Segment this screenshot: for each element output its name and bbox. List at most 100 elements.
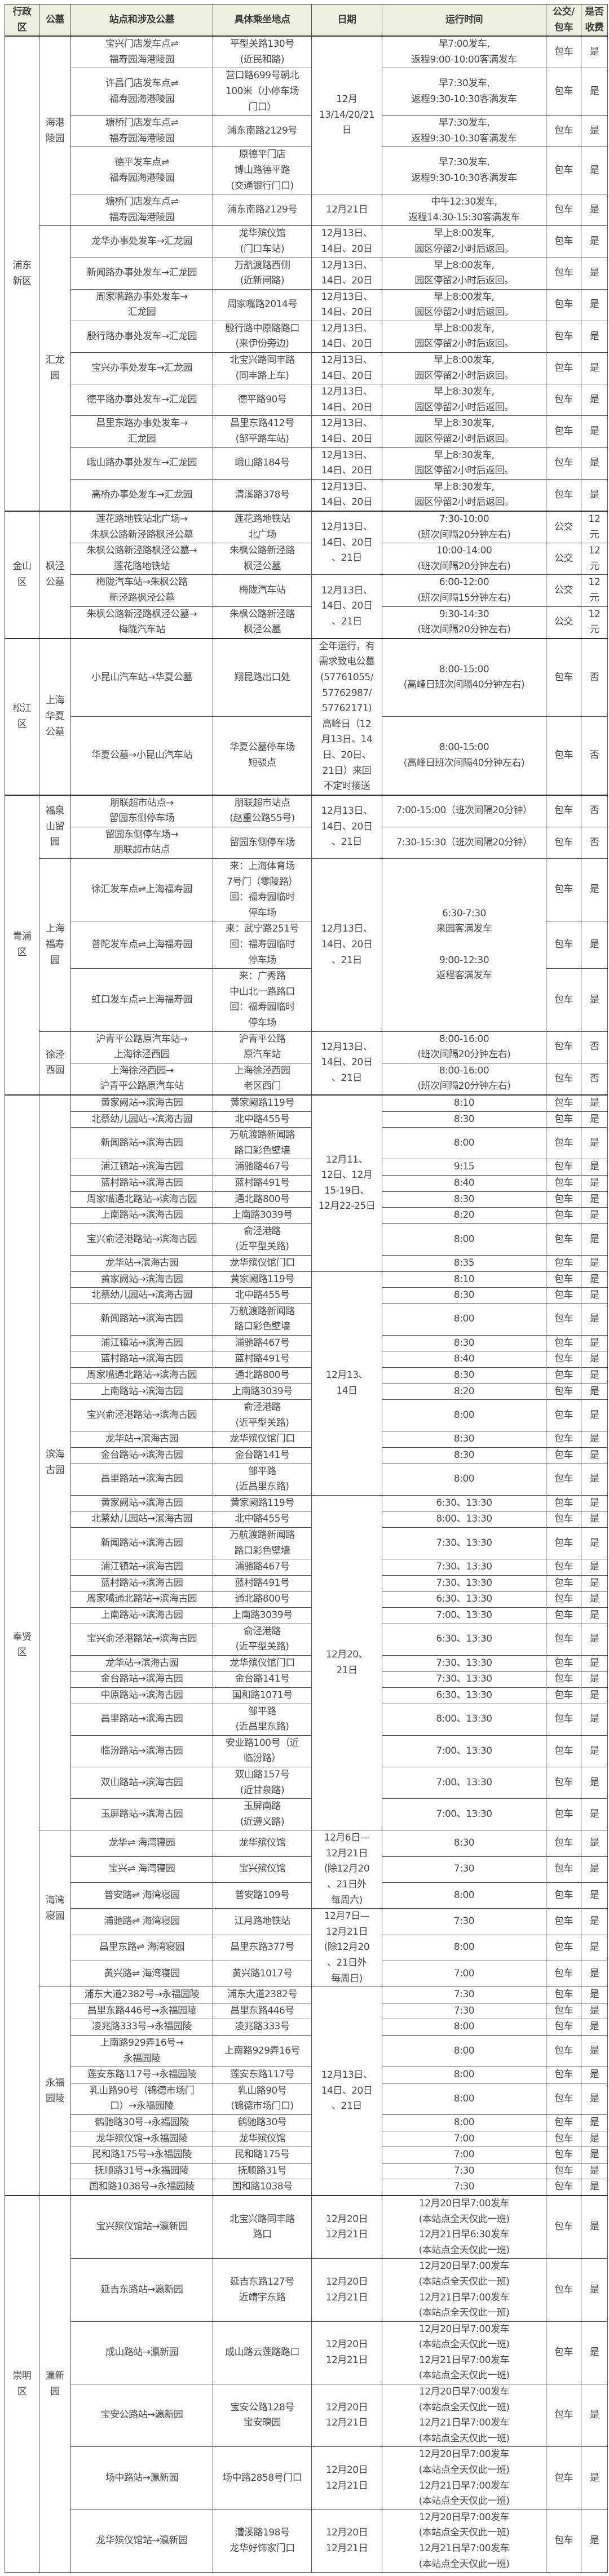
boarding-location-cell: 原德平门店 博山路德平路 (交通银行门口) <box>213 147 312 195</box>
route-cell: 上南路站→滨海古园 <box>70 1383 213 1400</box>
bus-type-cell: 包车 <box>546 1527 581 1560</box>
boarding-location-cell: 昌里东路446号 <box>213 2002 312 2020</box>
run-time-cell: 8:00 <box>382 1303 546 1336</box>
table-row: 塘桥门店发车点⇌ 福寿园海港陵园 浦东南路2129号 12月21日 中午12:30发车… <box>5 194 608 227</box>
bus-type-cell: 包车 <box>546 1559 581 1576</box>
bus-type-cell: 包车 <box>546 2147 581 2163</box>
table-row: 德平发车点⇌ 福寿园海港陵园 原德平门店 博山路德平路 (交通银行门口) 早7:30… <box>5 147 608 195</box>
table-row: 徐泾 西园 沪青平公路原汽车站→ 上海徐泾西园 沪青平公路 原汽车站 12月13日、 … <box>5 1031 608 1096</box>
route-cell: 普安路⇌ 海湾寝园 <box>70 1882 213 1909</box>
fee-cell: 是 <box>581 1671 608 1688</box>
table-row: 昌里路站→滨海古园 邹平路 (近昌里东路) 8:00 包车是 <box>5 1463 608 1496</box>
route-cell: 昌里路站→滨海古园 <box>70 1463 213 1496</box>
bus-type-cell: 包车 <box>546 36 581 69</box>
table-row: 周家嘴通北路站→滨海古园 通北路800号 8:30 包车是 <box>5 1367 608 1384</box>
boarding-location-cell: 清溪路378号 <box>213 478 312 512</box>
route-cell: 民和路175号→永福园陵 <box>70 2147 213 2163</box>
run-time-cell: 8:30 <box>382 1334 546 1352</box>
route-cell: 朱枫公路新泾路枫泾公墓→ 莲花路地铁站 <box>70 543 213 575</box>
bus-type-cell: 包车 <box>546 2162 581 2180</box>
date-cell: 12月13日、 14日、20日 <box>311 352 382 385</box>
fee-cell: 是 <box>581 1254 608 1272</box>
run-time-cell: 7:00 <box>382 2147 546 2163</box>
boarding-location-cell: 黄家阙路119号 <box>213 1094 312 1112</box>
header-bus-type: 公交/ 包车 <box>546 4 581 37</box>
run-time-cell: 8:30 <box>382 1431 546 1448</box>
route-cell: 成山路站→瀛新园 <box>70 2321 213 2385</box>
run-time-cell: 8:00 <box>382 2114 546 2131</box>
bus-type-cell: 包车 <box>546 1174 581 1192</box>
run-time-cell: 8:00-16:00 (班次间隔20分钟左右) <box>382 1062 546 1096</box>
table-row: 崇明 区瀛新 园宝兴殡仪馆站→瀛新园 北宝兴路同丰路 路口 12月20日 12月21… <box>5 2194 608 2573</box>
route-cell: 朱枫公路新泾路枫泾公墓→ 梅陇汽车站 <box>70 606 213 639</box>
bus-type-cell: 包车 <box>546 1766 581 1799</box>
bus-type-cell: 包车 <box>546 1830 581 1857</box>
run-time-cell: 早上8:00发车, 园区停留2小时后返回。 <box>382 352 546 385</box>
route-cell: 龙华站→滨海古园 <box>70 1655 213 1672</box>
run-time-cell: 8:30 <box>382 1447 546 1464</box>
route-cell: 昌里东路办事处发车→ 汇龙园 <box>70 415 213 448</box>
run-time-cell: 8:10 <box>382 1094 546 1112</box>
route-cell: 浦江镇站→滨海古园 <box>70 1559 213 1576</box>
run-time-cell: 12月20日早7:00发车 (本站点全天仅此一班) 12月21日早7:00发车 … <box>382 2446 546 2510</box>
boarding-location-cell: 宝兴殡仪馆 <box>213 1856 312 1883</box>
bus-type-cell: 包车 <box>546 1495 581 1512</box>
fee-cell: 是 <box>581 1351 608 1368</box>
shuttle-bus-schedule-table: 行政 区 公墓 站点和涉及公墓 具体乘坐地点 日期 运行时间 公交/ 包车 是否… <box>5 4 608 2573</box>
table-row: 高桥办事处发车→汇龙园 清溪路378号 12月13日、 14日、20日 早上8:30发… <box>5 478 608 512</box>
run-time-cell: 8:00 <box>382 2082 546 2115</box>
fee-cell: 12 元 <box>581 511 608 544</box>
fee-cell: 是 <box>581 1687 608 1704</box>
run-time-cell: 7:00、13:30 <box>382 1607 546 1624</box>
boarding-location-cell: 俞泾港路 (近平型关路) <box>213 1399 312 1432</box>
run-time-cell: 7:30、13:30 <box>382 1527 546 1560</box>
bus-type-cell: 包车 <box>546 1934 581 1961</box>
fee-cell: 是 <box>581 1934 608 1961</box>
date-cell: 12月6日— 12月21日 (除12月20 、21日外 每周六) <box>311 1830 382 1909</box>
boarding-location-cell: 德平路90号 <box>213 384 312 416</box>
boarding-location-cell: 来：上海体育场 7号门（零陵路） 回：福寿园临时 停车场 <box>213 858 312 922</box>
run-time-cell: 8:00-15:00 (高峰日班次间隔40分钟左右) <box>382 637 546 717</box>
run-time-cell: 早上8:00发车, 园区停留2小时后返回。 <box>382 257 546 290</box>
fee-cell: 是 <box>581 257 608 290</box>
bus-type-cell: 包车 <box>546 1399 581 1432</box>
boarding-location-cell: 万航渡路新闻路 路口彩色壁墙 <box>213 1303 312 1336</box>
run-time-cell: 8:00-16:00 (班次间隔20分钟左右) <box>382 1031 546 1063</box>
run-time-cell: 8:00 <box>382 1463 546 1496</box>
route-cell: 新闻路站→滨海古园 <box>70 1527 213 1560</box>
boarding-location-cell: 北宝兴路同丰路 (同丰路上车) <box>213 352 312 385</box>
route-cell: 黄家阙站→滨海古园 <box>70 1271 213 1288</box>
boarding-location-cell: 万航渡路新闻路 路口彩色壁墙 <box>213 1527 312 1560</box>
fee-cell: 12 元 <box>581 606 608 639</box>
run-time-cell: 早7:30发车, 返程9:30-10:30客满发车 <box>382 115 546 148</box>
table-row: 北蔡幼儿园站→滨海古园 北中路455号 8:30 包车是 <box>5 1111 608 1128</box>
date-cell: 12月20日 12月21日 <box>311 2194 382 2259</box>
fee-cell: 是 <box>581 2509 608 2573</box>
boarding-location-cell: 北中路455号 <box>213 1287 312 1304</box>
fee-cell: 是 <box>581 2384 608 2448</box>
table-row: 凌兆路333号→永福园陵 凌兆路333号 8:00 包车是 <box>5 2019 608 2036</box>
route-cell: 蓝村路站→滨海古园 <box>70 1575 213 1592</box>
run-time-cell: 6:00-12:00 (班次间隔15分钟左右) <box>382 574 546 607</box>
run-time-cell: 8:00 <box>382 2067 546 2083</box>
route-cell: 周家嘴通北路站→滨海古园 <box>70 1591 213 1608</box>
fee-cell: 是 <box>581 447 608 480</box>
boarding-location-cell: 宝安公路128号 宝安暝园 <box>213 2384 312 2448</box>
bus-type-cell: 包车 <box>546 1575 581 1592</box>
fee-cell: 是 <box>581 147 608 195</box>
boarding-location-cell: 邹平路 (近昌里东路) <box>213 1703 312 1736</box>
run-time-cell: 早上8:30发车, 园区停留2小时后返回。 <box>382 415 546 448</box>
district-cell: 金山 区 <box>5 511 39 639</box>
boarding-location-cell: 通北路800号 <box>213 1367 312 1384</box>
boarding-location-cell: 上南路929弄16号 <box>213 2034 312 2068</box>
table-row: 上南路站→滨海古园 上南路3039号 8:20 包车是 <box>5 1383 608 1400</box>
boarding-location-cell: 昌里东路412号 (邹平路车站) <box>213 415 312 448</box>
fee-cell: 12 元 <box>581 543 608 575</box>
date-cell: 12月13日、 14日、20日 、21日 <box>311 511 382 575</box>
date-cell: 12月20日 12月21日 <box>311 2321 382 2385</box>
run-time-cell: 9:15 <box>382 1159 546 1176</box>
bus-type-cell: 包车 <box>546 2034 581 2068</box>
bus-type-cell: 包车 <box>546 68 581 116</box>
fee-cell: 是 <box>581 36 608 69</box>
boarding-location-cell: 龙华殡仪馆门口 <box>213 1431 312 1448</box>
